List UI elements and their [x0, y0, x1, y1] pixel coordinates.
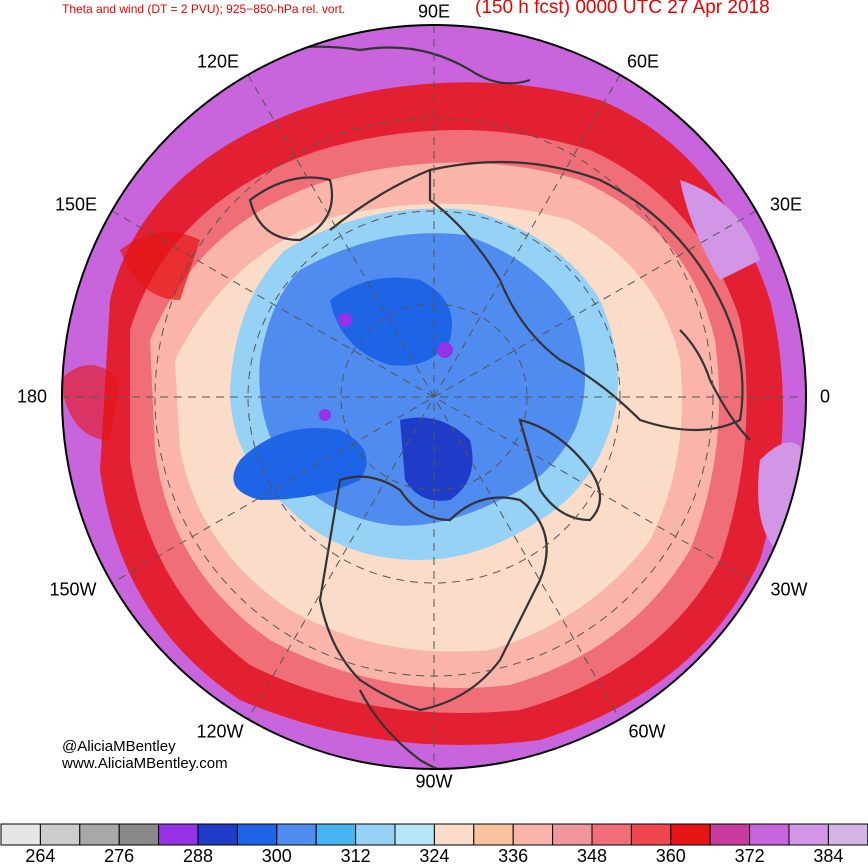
colorbar-swatch: [355, 823, 396, 846]
colorbar-swatch: [315, 823, 357, 846]
lon-label-30w: 30W: [770, 579, 808, 600]
colorbar-swatch: [512, 823, 554, 846]
colorbar-tick-label: 264: [25, 846, 56, 866]
colorbar-tick-label: 312: [340, 846, 371, 866]
lon-label-60e: 60E: [626, 51, 660, 72]
lon-label-90w: 90W: [415, 771, 453, 792]
colorbar-swatch: [394, 823, 435, 846]
credit-website: www.AliciaMBentley.com: [62, 755, 228, 772]
colorbar-tick-label: 288: [182, 846, 214, 866]
colorbar-swatch: [788, 823, 829, 846]
colorbar-tick-label: 300: [261, 846, 292, 866]
colorbar-swatch: [276, 823, 317, 846]
colorbar-swatch: [552, 823, 593, 846]
colorbar-swatch: [39, 823, 81, 846]
colorbar-swatch: [0, 823, 41, 846]
map-title-right: (150 h fcst) 0000 UTC 27 Apr 2018: [475, 0, 770, 18]
colorbar-swatch: [118, 823, 160, 846]
polar-map: [61, 24, 807, 770]
credit-handle: @AliciaMBentley: [62, 738, 176, 755]
colorbar-swatch: [709, 823, 751, 846]
lon-label-90e: 90E: [417, 1, 451, 22]
colorbar-swatch: [827, 823, 868, 846]
map-boundary: [61, 24, 807, 770]
colorbar-swatch: [79, 823, 120, 846]
lon-label-60w: 60W: [628, 721, 666, 742]
colorbar-swatch: [670, 823, 711, 846]
colorbar-tick-label: 276: [104, 846, 135, 866]
colorbar-swatch: [236, 823, 278, 846]
colorbar: [0, 823, 868, 846]
colorbar-swatch: [749, 823, 790, 846]
colorbar-swatch: [197, 823, 238, 846]
lon-label-30e: 30E: [769, 194, 803, 215]
lon-label-0: 0: [819, 386, 831, 407]
colorbar-tick-label: 360: [655, 846, 686, 866]
colorbar-swatch: [433, 823, 475, 846]
colorbar-tick-label: 336: [498, 846, 529, 866]
colorbar-swatch: [591, 823, 632, 846]
lon-label-120e: 120E: [196, 51, 240, 72]
colorbar-swatch: [158, 823, 199, 846]
colorbar-tick-label: 324: [419, 846, 450, 866]
graticule: [62, 25, 806, 769]
colorbar-tick-label: 348: [576, 846, 608, 866]
lon-label-180: 180: [16, 386, 48, 407]
map-title-left: Theta and wind (DT = 2 PVU); 925−850-hPa…: [62, 2, 346, 16]
credit-block: @AliciaMBentley www.AliciaMBentley.com: [62, 738, 228, 772]
colorbar-swatch: [630, 823, 672, 846]
colorbar-tick-label: 384: [813, 846, 844, 866]
lon-label-150w: 150W: [49, 579, 97, 600]
lon-label-120w: 120W: [196, 721, 244, 742]
colorbar-swatch: [473, 823, 514, 846]
lon-label-150e: 150E: [54, 194, 98, 215]
colorbar-tick-label: 372: [734, 846, 765, 866]
